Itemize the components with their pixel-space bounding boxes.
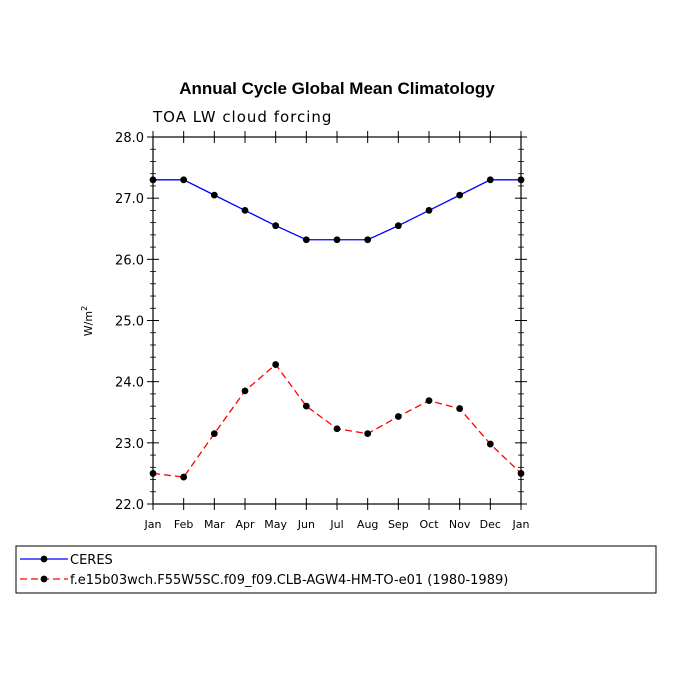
y-tick-label: 22.0	[115, 498, 144, 513]
series-2-point	[486, 440, 494, 448]
series-2-point	[517, 470, 525, 477]
series-2-point	[180, 473, 188, 481]
y-tick-label: 25.0	[115, 315, 144, 330]
chart-title: Annual Cycle Global Mean Climatology	[179, 79, 495, 98]
x-tick-label: Feb	[174, 518, 193, 531]
x-tick-label: Apr	[235, 518, 255, 531]
legend-label: CERES	[70, 553, 113, 568]
series-2-point	[333, 425, 341, 433]
y-axis-label-base: W/m	[82, 311, 95, 336]
x-axis-tick-labels: Jan Feb Mar Apr May Jun Jul Aug Sep Oct Nov Dec Jan	[144, 518, 530, 531]
series-1-point	[210, 191, 218, 199]
y-axis-tick-labels: 22.0 23.0 24.0 25.0 26.0 27.0 28.0	[115, 131, 144, 513]
x-tick-label: Dec	[480, 518, 501, 531]
series-1-point	[272, 222, 280, 230]
series-2-point	[302, 402, 310, 410]
series-1-point	[517, 176, 525, 184]
series-2-point	[364, 430, 372, 438]
series-2-point	[241, 387, 249, 395]
series-2-point	[394, 413, 402, 420]
x-tick-label: Aug	[357, 518, 378, 531]
y-axis-label: W/m2	[80, 306, 95, 336]
series-1-point	[364, 236, 372, 244]
series-1-point	[425, 207, 433, 214]
series-1-point	[149, 176, 157, 184]
x-tick-label: Oct	[419, 518, 439, 531]
x-tick-label: May	[264, 518, 287, 531]
series-layer	[149, 176, 525, 481]
y-tick-label: 26.0	[115, 253, 144, 268]
x-tick-label: Jul	[329, 518, 343, 531]
x-tick-label: Nov	[449, 518, 471, 531]
series-1-point	[486, 176, 494, 184]
series-1-point	[241, 207, 249, 214]
x-tick-label: Mar	[204, 518, 225, 531]
x-tick-label: Sep	[388, 518, 409, 531]
series-1	[149, 176, 525, 244]
x-tick-label: Jun	[297, 518, 315, 531]
axis-ticks	[147, 131, 527, 510]
series-2-point	[425, 397, 433, 405]
legend: CERES f.e15b03wch.F55W5SC.f09_f09.CLB-AGW…	[20, 553, 508, 588]
x-tick-label: Jan	[144, 518, 162, 531]
series-1-point	[394, 222, 402, 230]
legend-label: f.e15b03wch.F55W5SC.f09_f09.CLB-AGW4-HM-…	[70, 573, 508, 588]
series-1-point	[333, 236, 341, 244]
y-tick-label: 23.0	[115, 437, 144, 452]
series-2-line	[152, 363, 522, 478]
legend-swatch-marker	[40, 575, 48, 583]
series-2-point	[272, 361, 280, 368]
chart-subtitle: TOA LW cloud forcing	[152, 108, 332, 126]
series-2-point	[456, 405, 464, 412]
series-1-line	[153, 179, 521, 241]
series-1-point	[302, 236, 310, 244]
y-axis-label-superscript: 2	[80, 306, 89, 311]
legend-swatch-marker	[40, 555, 48, 563]
series-2-point	[149, 470, 157, 477]
legend-box	[15, 545, 657, 594]
x-tick-label: Jan	[512, 518, 530, 531]
y-tick-label: 27.0	[115, 192, 144, 207]
series-2-point	[210, 430, 218, 438]
series-1-point	[456, 191, 464, 199]
series-2	[149, 361, 525, 481]
series-1-point	[180, 176, 188, 184]
y-tick-label: 28.0	[115, 131, 144, 146]
y-tick-label: 24.0	[115, 376, 144, 391]
